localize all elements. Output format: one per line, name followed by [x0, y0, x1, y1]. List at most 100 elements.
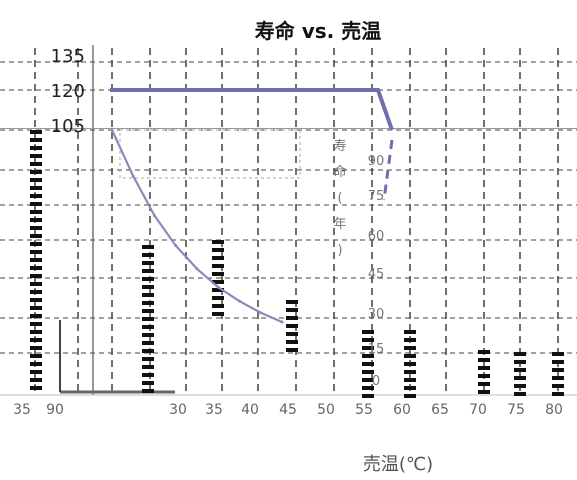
ghost-bar-segment [212, 272, 224, 276]
ghost-bar-segment [30, 290, 42, 294]
ghost-bar-segment [30, 306, 42, 310]
ghost-bar-segment [30, 138, 42, 142]
ghost-bar-segment [142, 285, 154, 289]
ghost-bar-segment [286, 300, 298, 304]
ghost-bar-segment [30, 274, 42, 278]
series-decay-point [174, 244, 178, 248]
y-tick-label: 135 [51, 46, 85, 67]
ghost-bar-segment [30, 162, 42, 166]
ghost-bar-segment [142, 333, 154, 337]
ghost-bar-segment [30, 170, 42, 174]
ghost-bar-segment [362, 330, 374, 334]
ghost-bar-segment [404, 338, 416, 342]
series-main-dashed [382, 139, 394, 201]
x-axis-ticks: 35 90 30 35 40 45 50 55 60 65 70 75 80 [13, 402, 563, 418]
ghost-bar-segment [362, 338, 374, 342]
ghost-bar-segment [404, 370, 416, 374]
ghost-line [0, 128, 577, 129]
ghost-bar-segment [30, 298, 42, 302]
ghost-bar-segment [404, 330, 416, 334]
ghost-bar-segment [286, 348, 298, 352]
ghost-bar-segment [404, 346, 416, 350]
inner-axis: 90 75 60 45 30 15 0 寿命 (年) [333, 139, 384, 389]
ghost-bar-segment [142, 301, 154, 305]
ghost-bar-segment [286, 308, 298, 312]
series-decay-point [153, 214, 156, 218]
ghost-bar-segment [404, 378, 416, 382]
ghost-bar-segment [212, 256, 224, 260]
ghost-bar-segment [142, 269, 154, 273]
ghost-box [119, 129, 301, 179]
ghost-bar-segment [30, 234, 42, 238]
ghost-bar-segment [30, 314, 42, 318]
ghost-bar-segment [478, 350, 490, 354]
ghost-bar-segment [514, 392, 526, 396]
ghost-bar-segment [142, 389, 154, 393]
series-decay-point [280, 320, 284, 324]
x-tick-label: 80 [545, 402, 563, 418]
ghost-bar-segment [30, 370, 42, 374]
ghost-bar-segment [514, 384, 526, 388]
series-decay-curve [111, 129, 283, 324]
series-decay-point [131, 174, 135, 178]
ghost-bar-segment [212, 248, 224, 252]
inner-y-tick-label: 75 [368, 189, 385, 204]
ghost-bar-segment [514, 376, 526, 380]
chart-title: 寿命 vs. 売温 [255, 19, 381, 43]
ghost-bar-segment [30, 282, 42, 286]
ghost-bar-segment [30, 362, 42, 366]
ghost-bar-segment [30, 378, 42, 382]
ghost-bar-segment [142, 261, 154, 265]
ghost-bar-segment [30, 354, 42, 358]
series-decay-point [238, 299, 241, 303]
ghost-bar-segment [30, 258, 42, 262]
inner-y-tick-label: 15 [368, 342, 385, 357]
y-axis-ticks: 135 120 105 [51, 46, 85, 137]
ghost-bar-segment [404, 394, 416, 398]
ghost-bar-segment [142, 341, 154, 345]
ghost-bar-segment [478, 358, 490, 362]
ghost-bar-segment [286, 324, 298, 328]
ghost-bar-segment [30, 202, 42, 206]
background-grid [0, 45, 577, 398]
inner-y-tick-label: 0 [372, 374, 380, 389]
inner-y-label-char: 命 [333, 164, 346, 180]
inner-y-tick-label: 30 [368, 307, 385, 322]
inner-y-label-char: ) [337, 243, 342, 258]
x-tick-label-left: 90 [46, 402, 64, 418]
ghost-bar-segment [362, 362, 374, 366]
ghost-bar-segment [362, 354, 374, 358]
ghost-bar-segment [30, 218, 42, 222]
ghost-bar-segment [212, 296, 224, 300]
ghost-bar-segment [142, 365, 154, 369]
ghost-bar-segment [142, 245, 154, 249]
ghost-bar-segment [142, 381, 154, 385]
ghost-bar-segment [514, 352, 526, 356]
ghost-bar-segment [30, 154, 42, 158]
ghost-bar-segment [362, 370, 374, 374]
inner-y-label-char: 年 [333, 217, 346, 232]
ghost-bar-segment [142, 373, 154, 377]
series-decay-point [259, 311, 263, 315]
ghost-bar-segment [30, 186, 42, 190]
ghost-bar-segment [30, 266, 42, 270]
ghost-bar-segment [212, 280, 224, 284]
ghost-bar-segment [286, 340, 298, 344]
inner-y-label-char: ( [337, 191, 342, 206]
ghost-bar-segment [362, 378, 374, 382]
y-tick-label: 120 [51, 81, 85, 102]
x-tick-label: 60 [393, 402, 411, 418]
series-main-line [110, 88, 394, 131]
ghost-bar-segment [552, 384, 564, 388]
series-decay-point [195, 267, 199, 271]
inner-y-tick-label: 90 [368, 154, 385, 169]
ghost-bar-segment [142, 253, 154, 257]
ghost-bar-segment [30, 322, 42, 326]
ghost-bar-segment [212, 312, 224, 316]
ghost-bar-segment [362, 394, 374, 398]
ghost-bar-segment [30, 210, 42, 214]
ghost-bar-segment [212, 304, 224, 308]
ghost-bar-segment [552, 368, 564, 372]
ghost-bar-segment [30, 250, 42, 254]
